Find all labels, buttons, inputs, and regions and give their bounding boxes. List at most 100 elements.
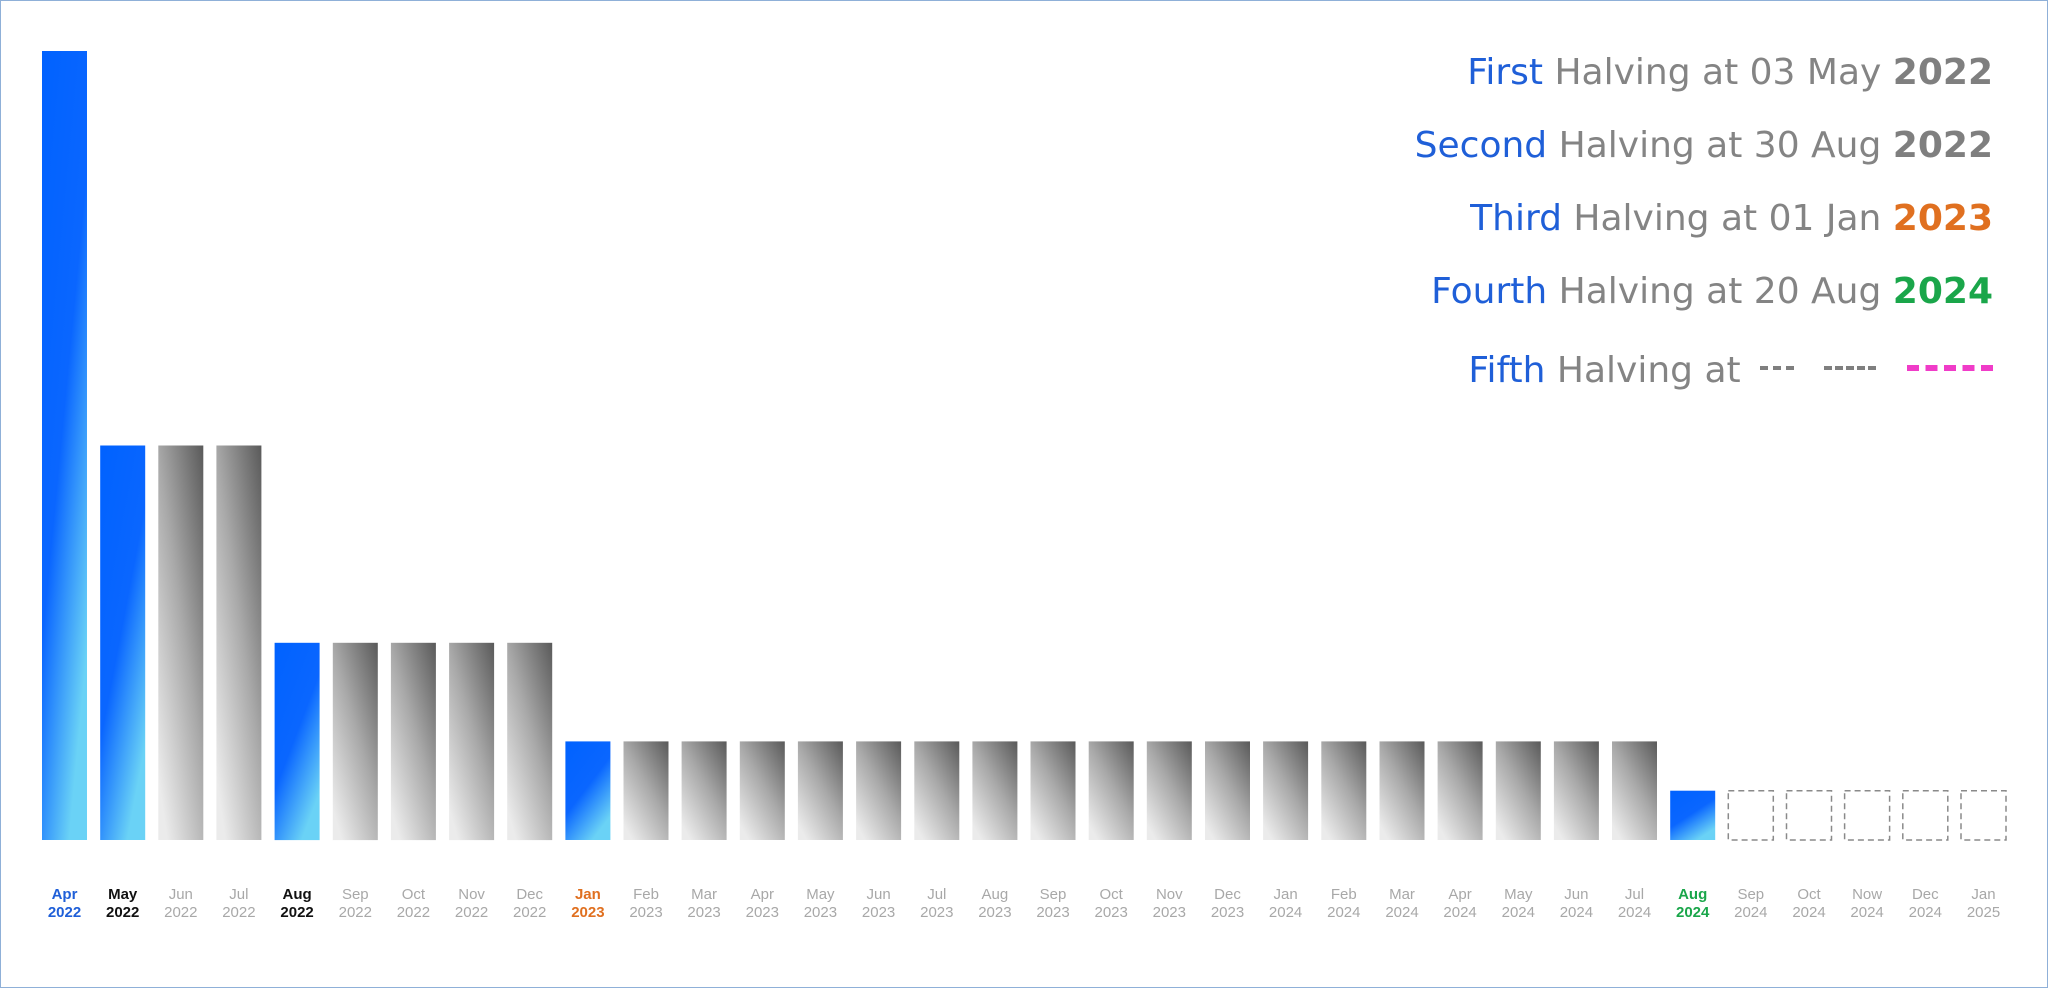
x-tick-month: Jul	[229, 886, 249, 903]
x-tick-year: 2023	[687, 904, 721, 921]
legend-ordinal: Fourth	[1431, 271, 1548, 312]
x-tick-month: Apr	[750, 886, 774, 903]
bar-jun-2023	[856, 741, 902, 840]
legend-fifth: Fifth Halving at	[1415, 350, 1993, 423]
legend-text: Halving at 03 May	[1554, 52, 1882, 93]
x-tick-label: Feb 2024	[1314, 886, 1374, 922]
legend-text: Halving at 30 Aug	[1558, 125, 1882, 166]
x-tick-month: Mar	[691, 886, 718, 903]
x-tick-label: Nov 2023	[1139, 886, 1199, 922]
x-tick-year: 2023	[571, 904, 605, 921]
bar-nov-2023	[1146, 741, 1192, 840]
x-tick-label: Oct 2023	[1081, 886, 1141, 922]
x-tick-year: 2024	[1385, 904, 1419, 921]
bar-sep-2022	[332, 642, 378, 841]
x-tick-label: Jul 2023	[907, 886, 967, 922]
x-tick-label: Sep 2022	[325, 886, 385, 922]
bar-aug-2023	[972, 741, 1018, 840]
x-tick-label: Oct 2022	[383, 886, 443, 922]
placeholder-month-dash	[1823, 366, 1876, 370]
bar-feb-2023	[623, 741, 669, 840]
x-tick-year: 2024	[1734, 904, 1768, 921]
x-tick-label: Sep 2024	[1721, 886, 1781, 922]
placeholder-year-dash	[1907, 365, 1993, 371]
bar-sep-2024	[1727, 789, 1775, 841]
bar-oct-2022	[390, 642, 436, 841]
x-tick-month: Sep	[341, 886, 369, 903]
bar-may-2024	[1495, 741, 1541, 840]
x-tick-year: 2022	[47, 904, 82, 921]
x-tick-year: 2024	[1617, 904, 1652, 921]
x-tick-label: Nov 2022	[442, 886, 502, 922]
bar-jul-2023	[914, 741, 960, 840]
legend-text: Halving at 20 Aug	[1558, 271, 1882, 312]
x-tick-year: 2022	[454, 904, 489, 921]
legend-fourth: Fourth Halving at 20 Aug 2024	[1415, 271, 1993, 344]
x-tick-month: Apr	[1448, 886, 1472, 903]
x-tick-year: 2023	[1152, 904, 1186, 921]
bar-dec-2022	[507, 642, 553, 841]
x-tick-month: Jan	[574, 886, 601, 903]
x-tick-year: 2022	[106, 904, 140, 921]
x-tick-month: Jun	[1564, 886, 1589, 903]
bar-dec-2024	[1902, 789, 1949, 841]
halving-legend: First Halving at 03 May 2022 Second Halv…	[1415, 52, 1993, 423]
x-tick-month: Feb	[1330, 886, 1357, 903]
legend-year: 2023	[1892, 198, 1993, 239]
x-tick-label: Jun 2022	[151, 886, 211, 922]
legend-text: Halving at	[1556, 350, 1741, 391]
legend-text: Halving at 01 Jan	[1573, 198, 1882, 239]
x-tick-label: Dec 2023	[1198, 886, 1258, 922]
x-tick-label: Mar 2023	[674, 886, 734, 922]
bar-mar-2024	[1379, 741, 1425, 840]
x-tick-month: Aug	[282, 886, 312, 903]
bar-oct-2024	[1785, 789, 1833, 841]
x-tick-year: 2023	[861, 904, 896, 921]
x-tick-month: Nov	[1155, 886, 1183, 903]
x-tick-year: 2023	[1210, 904, 1245, 921]
x-tick-year: 2024	[1908, 904, 1942, 921]
x-tick-label: Jan 2024	[1256, 886, 1316, 922]
x-tick-month: Mar	[1389, 886, 1415, 903]
x-tick-month: Sep	[1737, 886, 1765, 903]
x-tick-label: May 2023	[790, 886, 850, 922]
x-tick-month: Jan	[1971, 886, 1996, 903]
legend-third: Third Halving at 01 Jan 2023	[1415, 198, 1993, 271]
bar-sep-2023	[1030, 741, 1076, 840]
x-tick-year: 2023	[920, 904, 954, 921]
x-tick-year: 2023	[745, 904, 779, 921]
x-tick-month: Aug	[981, 886, 1009, 903]
x-tick-year: 2022	[280, 904, 314, 921]
bar-may-2023	[797, 741, 843, 840]
legend-year: 2022	[1892, 52, 1993, 93]
x-tick-label: Jan 2025	[1954, 886, 2014, 922]
legend-first: First Halving at 03 May 2022	[1415, 52, 1993, 125]
x-tick-month: May	[806, 886, 835, 903]
x-tick-year: 2024	[1792, 904, 1826, 921]
x-tick-year: 2025	[1966, 904, 2001, 921]
x-tick-year: 2022	[222, 904, 256, 921]
x-tick-label: Oct 2024	[1779, 886, 1839, 922]
bar-oct-2023	[1088, 741, 1134, 840]
x-tick-month: Oct	[401, 886, 426, 903]
x-tick-label: Jun 2024	[1546, 886, 1606, 922]
legend-second: Second Halving at 30 Aug 2022	[1415, 125, 1993, 198]
x-tick-year: 2022	[338, 904, 372, 921]
bar-apr-2024	[1437, 741, 1483, 840]
x-tick-month: Oct	[1099, 886, 1123, 903]
x-tick-label: Apr 2023	[732, 886, 792, 922]
x-tick-month: Jan	[1273, 886, 1298, 903]
x-tick-month: May	[108, 886, 138, 903]
x-tick-year: 2024	[1850, 904, 1884, 921]
x-tick-year: 2024	[1501, 904, 1535, 921]
x-tick-month: Jun	[866, 886, 891, 903]
x-tick-month: Oct	[1797, 886, 1821, 903]
x-tick-label: Apr 2024	[1430, 886, 1490, 922]
x-tick-month: Now	[1852, 886, 1883, 903]
x-tick-year: 2024	[1443, 904, 1477, 921]
x-tick-label: Mar 2024	[1372, 886, 1432, 922]
bar-nov-2022	[449, 642, 495, 841]
x-tick-label: Aug 2024	[1663, 886, 1723, 922]
bar-apr-2023	[739, 741, 785, 840]
